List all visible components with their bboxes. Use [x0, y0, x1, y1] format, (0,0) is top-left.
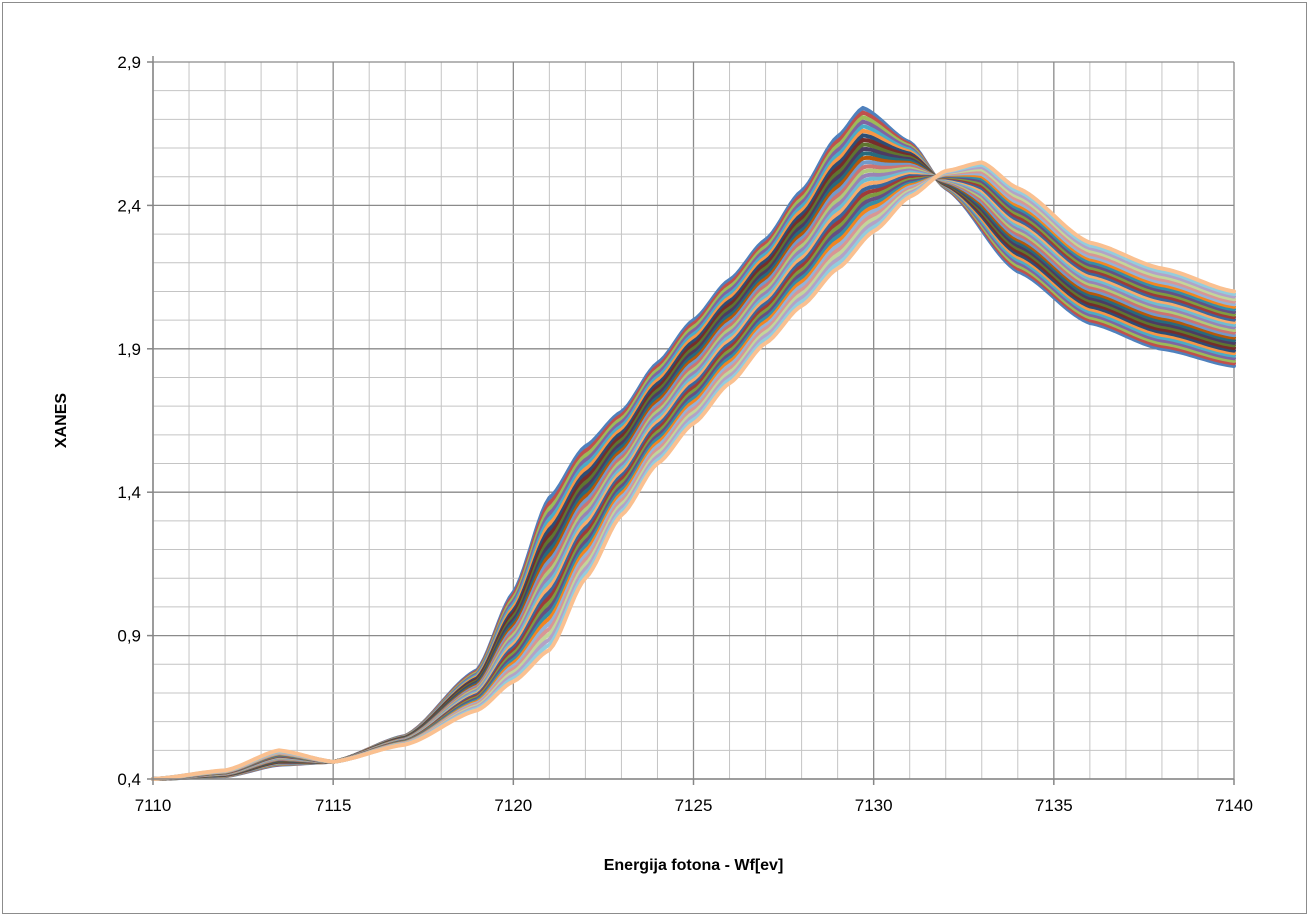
series-line-30: [151, 160, 1236, 781]
y-tick-label: 0,9: [117, 627, 141, 646]
y-tick-label: 1,9: [117, 340, 141, 359]
series-group: [151, 105, 1236, 781]
x-tick-labels: 7110 7115 7120 7125 7130 7135 7140: [135, 796, 1253, 815]
y-tick-label: 1,4: [117, 483, 141, 502]
x-axis-title: Energija fotona - Wf[ev]: [604, 857, 784, 874]
x-tick-label: 7120: [494, 796, 532, 815]
x-tick-label: 7125: [675, 796, 713, 815]
x-tick-label: 7140: [1215, 796, 1253, 815]
y-tick-label: 0,4: [117, 770, 141, 789]
y-tick-labels: 0,4 0,9 1,4 1,9 2,4 2,9: [117, 53, 141, 789]
y-tick-label: 2,9: [117, 53, 141, 72]
y-axis-title: XANES: [53, 393, 70, 448]
x-tick-label: 7110: [135, 796, 172, 815]
x-tick-label: 7115: [315, 796, 352, 815]
x-tick-label: 7130: [855, 796, 893, 815]
axes: [147, 56, 1235, 785]
x-tick-label: 7135: [1035, 796, 1073, 815]
y-tick-label: 2,4: [117, 196, 141, 215]
